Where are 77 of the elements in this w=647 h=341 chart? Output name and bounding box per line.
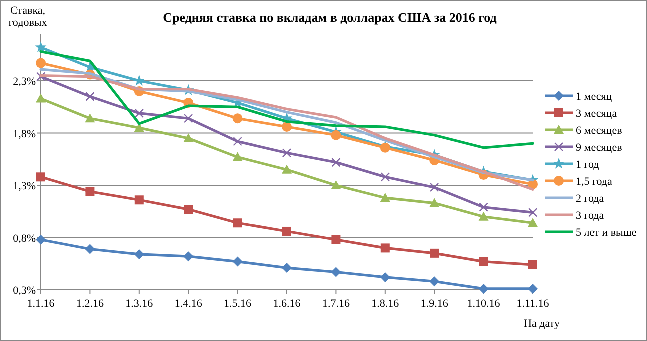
- point: [528, 284, 538, 294]
- point: [36, 72, 46, 82]
- point: [479, 202, 488, 212]
- point: [36, 94, 46, 103]
- point: [282, 148, 292, 158]
- point: [430, 198, 440, 208]
- point: [86, 187, 95, 196]
- point: [331, 180, 342, 190]
- x-tick-label: 1.2.16: [76, 298, 104, 310]
- x-tick-label: 1.3.16: [126, 298, 154, 310]
- legend-label: 3 года: [576, 210, 604, 222]
- point: [528, 218, 538, 228]
- legend-label: 1 месяц: [576, 91, 612, 103]
- legend-label: 3 месяца: [576, 108, 618, 120]
- point: [86, 92, 95, 102]
- point: [430, 248, 440, 258]
- point: [232, 152, 243, 162]
- y-tick-label: 0,3%: [13, 285, 36, 297]
- y-tick-label: 2,3%: [13, 76, 36, 88]
- y-tick-label: 1,3%: [13, 180, 36, 193]
- x-tick-label: 1.8.16: [372, 298, 400, 310]
- point: [282, 226, 292, 236]
- point: [528, 260, 538, 270]
- point: [331, 130, 342, 140]
- point: [282, 164, 292, 174]
- x-tick-label: 1.11.16: [516, 298, 550, 310]
- point: [36, 234, 46, 245]
- point: [380, 272, 390, 282]
- point: [36, 58, 46, 68]
- point: [134, 196, 144, 205]
- legend-label: 1 год: [576, 159, 600, 171]
- point: [478, 284, 489, 294]
- point: [380, 193, 390, 202]
- point: [282, 122, 292, 132]
- point: [233, 218, 242, 228]
- point: [232, 114, 243, 124]
- x-tick-label: 1.7.16: [322, 298, 350, 310]
- point: [380, 244, 390, 253]
- point: [430, 183, 440, 192]
- point: [528, 208, 538, 218]
- point: [134, 108, 144, 118]
- chart-title: Средняя ставка по вкладам в долларах США за 2016 год: [163, 10, 498, 25]
- point: [233, 137, 242, 146]
- point: [282, 263, 292, 274]
- point: [134, 249, 144, 260]
- legend-label: 5 лет и выше: [576, 227, 637, 239]
- point: [85, 244, 96, 254]
- x-tick-label: 1.4.16: [174, 298, 203, 310]
- point: [184, 252, 194, 262]
- point: [332, 235, 341, 244]
- point: [331, 267, 342, 278]
- point: [85, 114, 96, 123]
- legend-label: 2 года: [576, 193, 604, 205]
- point: [380, 172, 390, 182]
- x-tick-label: 1.9.16: [420, 298, 449, 310]
- point: [134, 123, 144, 132]
- legend-label: 9 месяцев: [576, 142, 622, 154]
- y-tick-label: 0,8%: [13, 232, 36, 245]
- point: [478, 212, 489, 221]
- x-tick-label: 1.10.16: [467, 298, 501, 310]
- y-axis-title: Ставка, годовых: [8, 5, 48, 29]
- point: [184, 114, 194, 124]
- point: [36, 172, 46, 182]
- point: [184, 133, 194, 142]
- x-tick-label: 1.1.16: [27, 298, 56, 310]
- x-tick-label: 1.5.16: [224, 298, 252, 310]
- point: [332, 158, 341, 168]
- point: [232, 256, 243, 267]
- x-axis-title: На дату: [524, 318, 560, 330]
- legend-label: 6 месяцев: [576, 125, 622, 137]
- point: [479, 257, 488, 266]
- point: [430, 276, 440, 287]
- y-tick-label: 1,8%: [13, 128, 36, 140]
- x-tick-label: 1.6.16: [273, 298, 302, 310]
- point: [184, 205, 194, 214]
- legend-label: 1,5 года: [576, 176, 613, 188]
- point: [35, 42, 47, 52]
